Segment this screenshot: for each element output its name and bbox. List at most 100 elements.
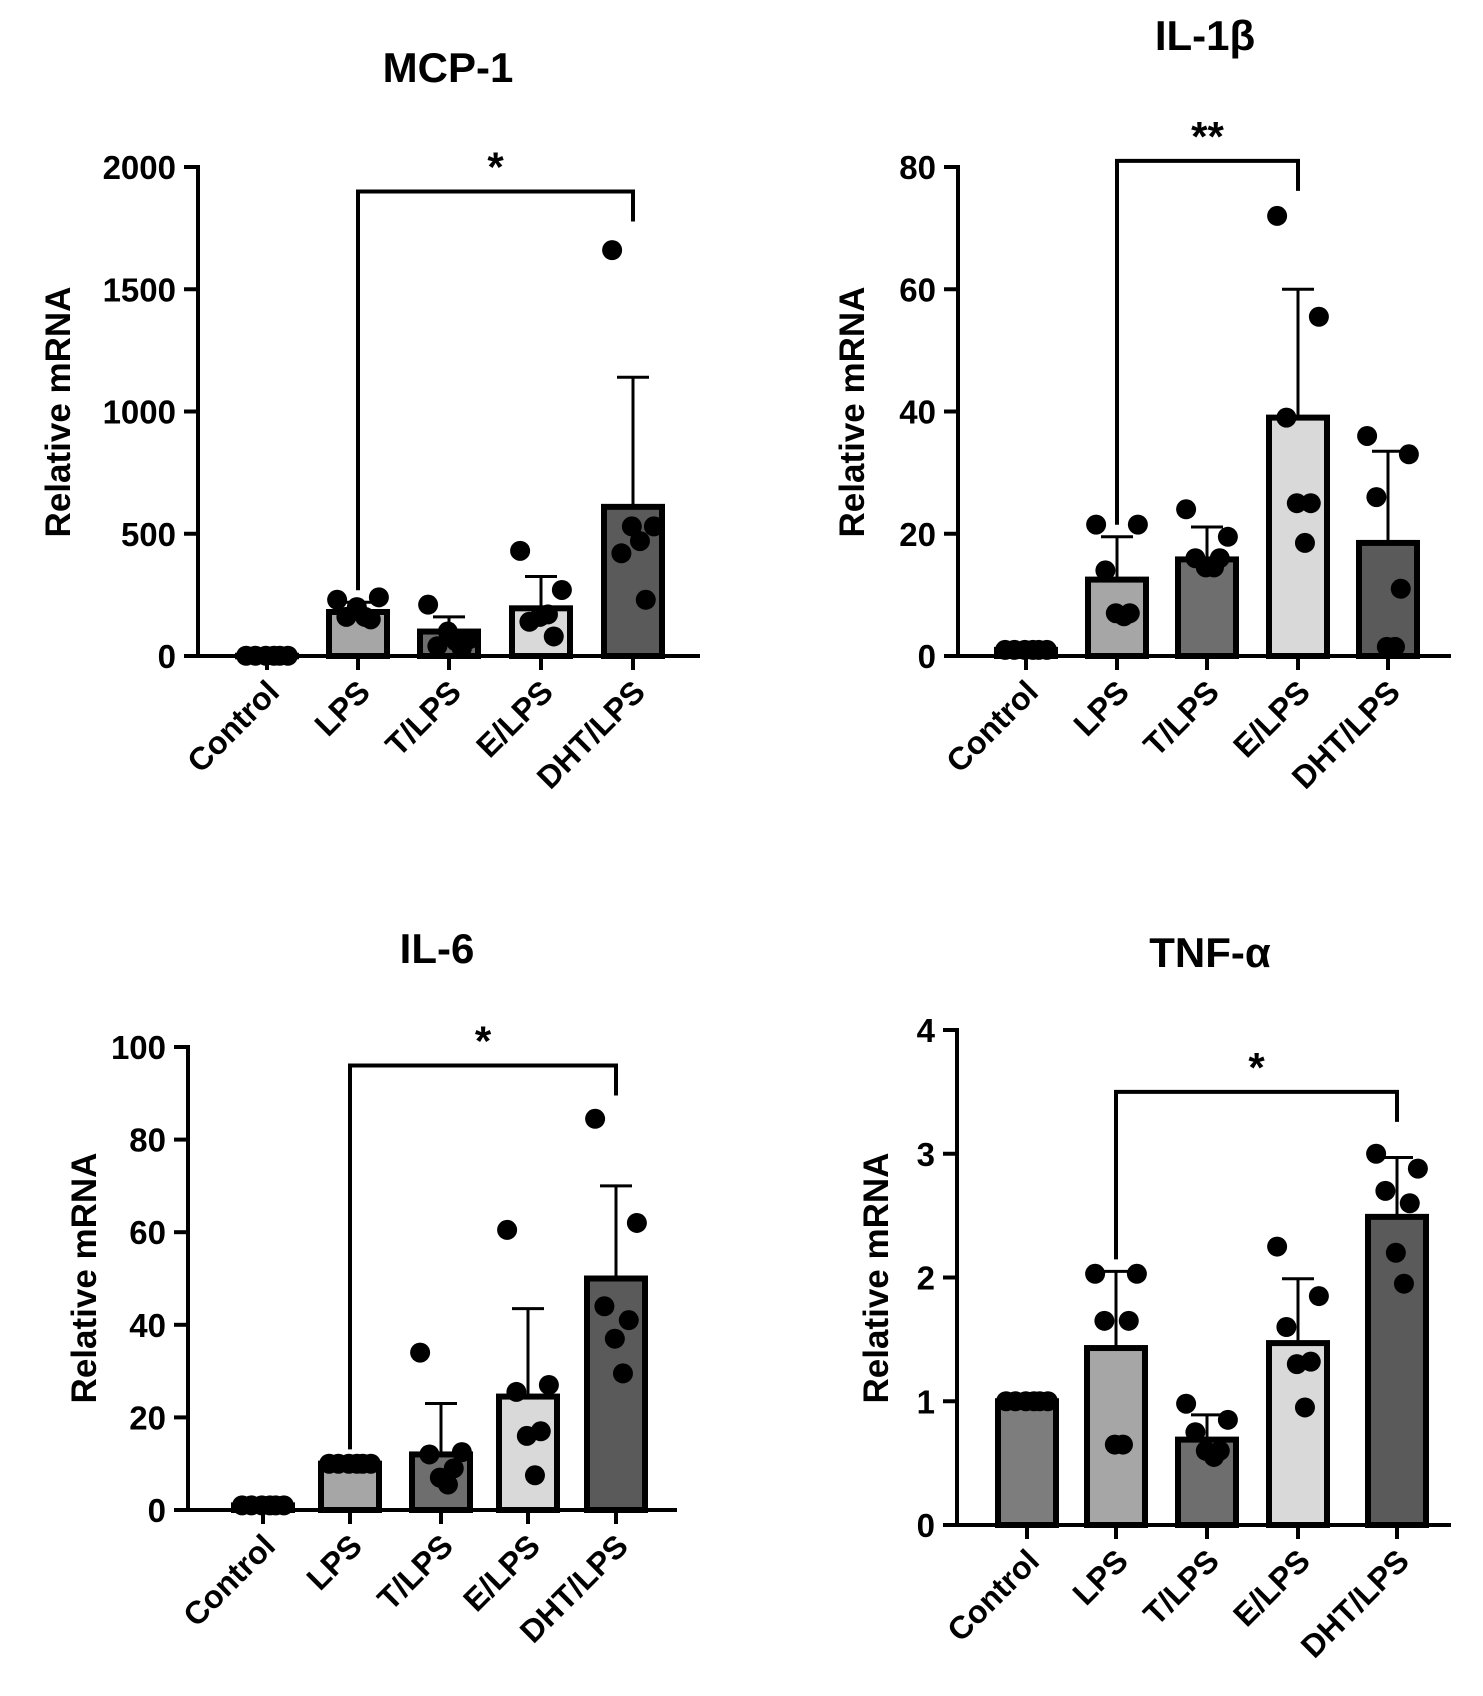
data-point — [1086, 514, 1107, 535]
data-point — [537, 604, 558, 625]
x-tick-label: E/LPS — [469, 673, 560, 764]
y-tick-label: 3 — [917, 1136, 935, 1173]
data-point — [1113, 606, 1134, 627]
y-tick-label: 0 — [917, 1507, 935, 1544]
data-point — [1300, 493, 1321, 514]
data-point — [1294, 532, 1315, 553]
bar — [1175, 556, 1239, 659]
data-point — [437, 1474, 458, 1495]
data-point — [1112, 1434, 1133, 1455]
data-point — [418, 594, 439, 615]
y-tick-label: 0 — [158, 638, 176, 675]
data-point — [506, 1381, 527, 1402]
y-tick-label: 20 — [899, 516, 936, 553]
bar — [995, 1398, 1059, 1528]
chart-title: MCP-1 — [383, 44, 514, 91]
chart-panel-4: TNF-α Relative mRNA 0 1 2 3 4 Control LPS T/LPS E/… — [857, 929, 1451, 1665]
data-point — [410, 1342, 431, 1363]
data-point — [419, 1444, 440, 1465]
y-tick-label: 80 — [129, 1122, 166, 1159]
data-point — [1308, 1286, 1329, 1307]
y-tick-label: 500 — [121, 516, 176, 553]
y-tick-label: 60 — [899, 271, 936, 308]
x-tick-label: LPS — [307, 673, 376, 742]
chart-panel-2: IL-1β Relative mRNA 0 20 40 60 80 Control LPS T/L… — [833, 12, 1451, 796]
data-point — [551, 579, 572, 600]
y-tick-label: 1500 — [103, 271, 176, 308]
data-point — [1126, 1263, 1147, 1284]
data-point — [1217, 526, 1238, 547]
data-point — [327, 589, 348, 610]
data-point — [585, 1108, 606, 1129]
x-tick-label: LPS — [299, 1527, 368, 1596]
data-point — [618, 1310, 639, 1331]
y-tick-label: 80 — [899, 149, 936, 186]
data-point — [1398, 444, 1419, 465]
data-point — [602, 240, 623, 261]
data-point — [538, 1374, 559, 1395]
data-point — [524, 1465, 545, 1486]
bar — [584, 1275, 648, 1513]
x-tick-label: T/LPS — [1136, 1542, 1226, 1632]
x-tick-label: Control — [176, 1527, 282, 1633]
data-point — [611, 543, 632, 564]
data-point — [1085, 1263, 1106, 1284]
x-tick-label: DHT/LPS — [1294, 1542, 1416, 1664]
significance-label: * — [487, 143, 504, 190]
data-point — [1375, 1180, 1396, 1201]
y-tick-label: 20 — [129, 1399, 166, 1436]
data-point — [1276, 407, 1297, 428]
data-point — [1407, 1158, 1428, 1179]
y-axis-label: Relative mRNA — [65, 1153, 104, 1404]
data-point — [1185, 1422, 1206, 1443]
data-point — [497, 1219, 518, 1240]
x-tick-label: LPS — [1065, 1542, 1134, 1611]
data-point — [626, 1212, 647, 1233]
data-point — [1203, 557, 1224, 578]
data-point — [1203, 1446, 1224, 1467]
y-tick-label: 1 — [917, 1383, 935, 1420]
data-point — [629, 531, 650, 552]
data-point — [1308, 306, 1329, 327]
data-point — [1366, 1143, 1387, 1164]
significance-bracket — [1115, 158, 1300, 525]
significance-bracket — [356, 189, 635, 591]
data-point — [1095, 560, 1116, 581]
data-point — [1276, 1317, 1297, 1337]
y-axis-label: Relative mRNA — [833, 287, 872, 538]
bar — [496, 1393, 560, 1513]
data-point — [1267, 1236, 1288, 1257]
data-point — [427, 636, 448, 657]
data-point — [1294, 1397, 1315, 1418]
data-point — [354, 606, 375, 627]
data-point — [1366, 487, 1387, 508]
data-point — [643, 516, 664, 537]
data-point — [1357, 425, 1378, 446]
data-point — [604, 1328, 625, 1349]
significance-bracket — [348, 1063, 618, 1450]
data-point — [1384, 636, 1405, 657]
y-tick-label: 0 — [918, 638, 936, 675]
data-point — [1217, 1409, 1238, 1430]
chart-title: TNF-α — [1149, 929, 1271, 976]
data-point — [612, 1363, 633, 1384]
chart-panel-3: IL-6 Relative mRNA 0 20 40 60 80 100 Control LPS T… — [65, 925, 677, 1650]
data-point — [516, 1425, 537, 1446]
data-point — [1286, 493, 1307, 514]
data-point — [1176, 1393, 1197, 1414]
data-point — [594, 1296, 615, 1317]
x-tick-label: Control — [940, 1542, 1046, 1648]
x-tick-label: LPS — [1066, 673, 1135, 742]
y-tick-label: 2000 — [103, 149, 176, 186]
data-point — [1399, 1193, 1420, 1214]
y-tick-label: 4 — [917, 1012, 936, 1049]
data-point — [510, 540, 531, 561]
data-point — [621, 516, 642, 537]
data-point — [635, 589, 656, 610]
data-point — [1094, 1310, 1115, 1331]
y-tick-label: 0 — [148, 1492, 166, 1529]
chart-title: IL-6 — [400, 925, 475, 972]
y-tick-label: 60 — [129, 1214, 166, 1251]
data-point — [1127, 514, 1148, 535]
